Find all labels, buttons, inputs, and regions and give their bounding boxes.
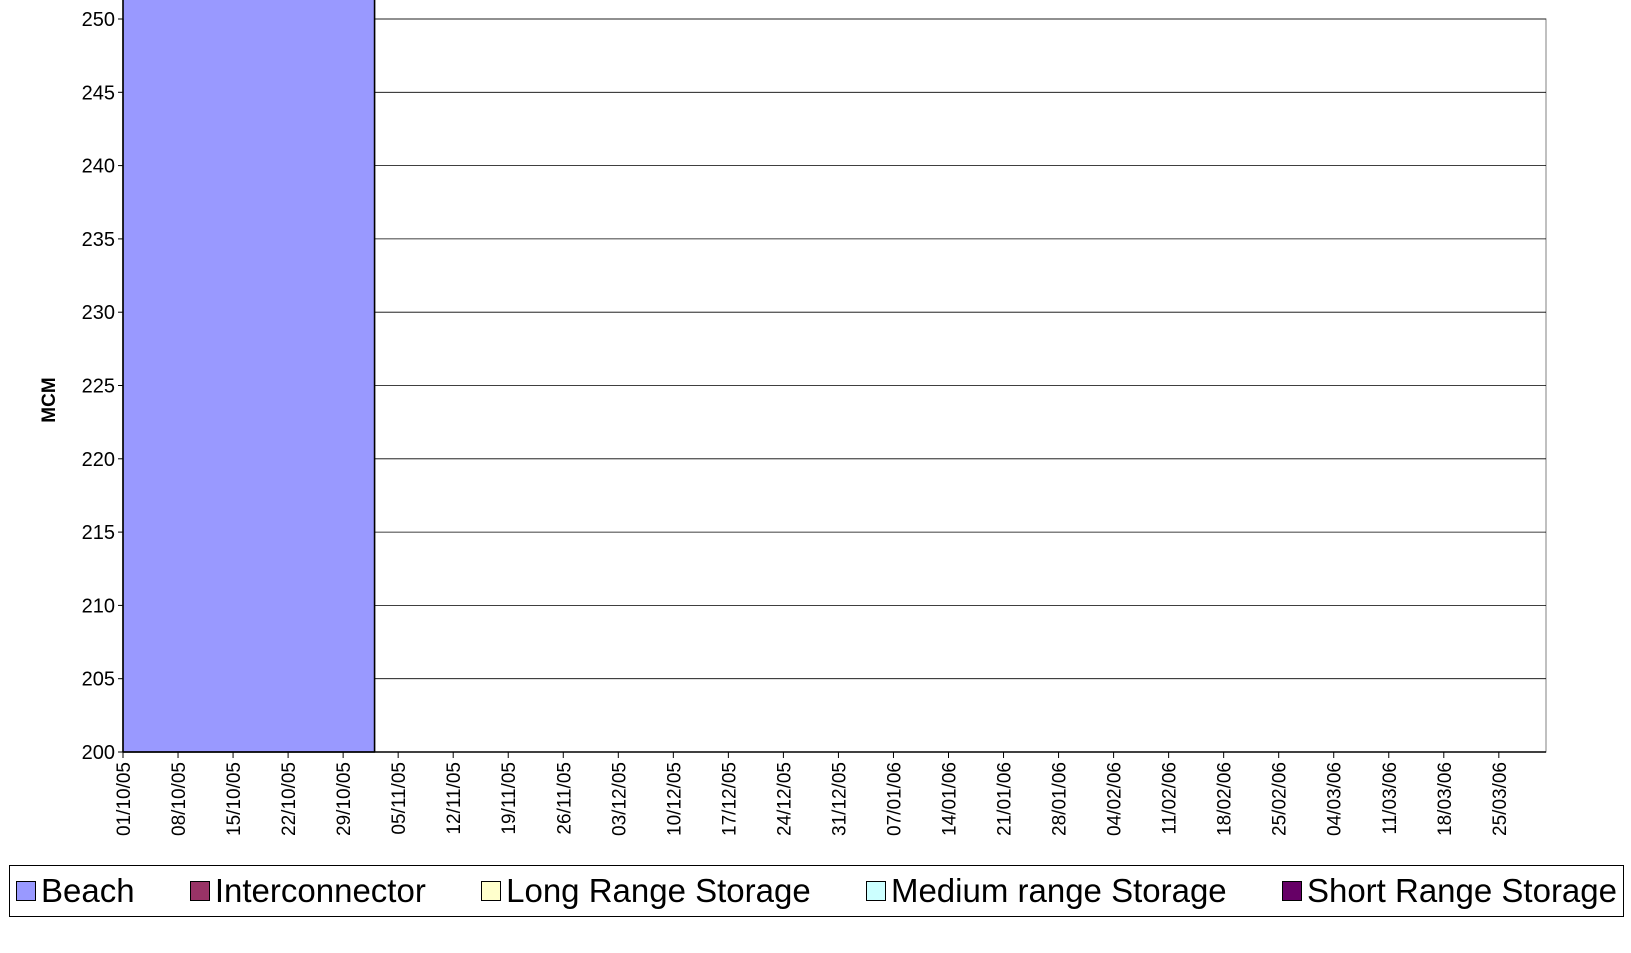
x-tick-label: 04/03/06 <box>1325 762 1346 836</box>
x-tick-label: 31/12/05 <box>829 762 850 836</box>
legend-swatch <box>481 881 502 901</box>
x-tick-label: 28/01/06 <box>1050 762 1071 836</box>
area-beach <box>122 0 376 753</box>
x-tick-label: 03/12/05 <box>609 762 630 836</box>
x-tick-label: 07/01/06 <box>885 762 906 836</box>
y-tick-label: 210 <box>82 595 115 617</box>
x-tick-label: 08/10/05 <box>169 762 190 836</box>
x-tick-label: 01/10/05 <box>114 762 135 836</box>
legend-item-interconnector: Interconnector <box>189 872 426 910</box>
x-tick-label: 11/02/06 <box>1160 762 1181 835</box>
x-tick-label: 18/02/06 <box>1215 762 1236 836</box>
chart-legend: Beach Interconnector Long Range Storage Med… <box>9 865 1624 917</box>
legend-swatch <box>16 881 36 901</box>
x-tick-label: 29/10/05 <box>334 762 355 836</box>
x-tick-labels: 01/10/05 08/10/05 15/10/05 22/10/05 29/10/05… <box>114 762 1511 836</box>
y-tick-label: 200 <box>82 742 115 764</box>
x-tick-label: 22/10/05 <box>279 762 300 836</box>
y-tick-label: 215 <box>82 522 115 544</box>
x-tick-label: 17/12/05 <box>719 762 740 836</box>
legend-swatch <box>189 881 210 901</box>
y-tick-label: 245 <box>82 82 115 104</box>
legend-label: Long Range Storage <box>506 872 811 909</box>
x-tick-label: 18/03/06 <box>1435 762 1456 836</box>
legend-label: Beach <box>41 872 135 909</box>
x-tick-label: 11/03/06 <box>1380 762 1401 835</box>
y-tick-label: 225 <box>82 376 115 398</box>
y-axis-title: MCM <box>39 377 60 422</box>
x-tick-label: 05/11/05 <box>389 762 410 835</box>
legend-item-medium-range-storage: Medium range Storage <box>865 872 1227 910</box>
legend-label: Medium range Storage <box>890 872 1227 909</box>
y-tick-labels: 200 205 210 215 220 225 230 235 240 245 250 <box>82 9 115 764</box>
legend-label: Short Range Storage <box>1306 872 1617 909</box>
x-tick-label: 14/01/06 <box>940 762 961 836</box>
x-tick-label: 19/11/05 <box>499 762 520 835</box>
y-tick-label: 240 <box>82 156 115 178</box>
x-tick-label: 21/01/06 <box>995 762 1016 836</box>
x-tick-label: 10/12/05 <box>664 762 685 836</box>
x-tick-label: 04/02/06 <box>1105 762 1126 836</box>
y-tick-label: 205 <box>82 669 115 691</box>
y-tick-label: 250 <box>82 9 115 31</box>
area-series <box>122 0 376 753</box>
legend-item-long-range-storage: Long Range Storage <box>481 872 811 910</box>
legend-label: Interconnector <box>214 872 426 909</box>
axes <box>118 18 1546 758</box>
legend-item-beach: Beach <box>16 872 135 910</box>
x-tick-label: 12/11/05 <box>444 762 465 835</box>
legend-swatch <box>1281 881 1302 901</box>
x-tick-label: 24/12/05 <box>774 762 795 836</box>
x-tick-label: 25/02/06 <box>1270 762 1291 836</box>
x-tick-label: 15/10/05 <box>224 762 245 836</box>
x-tick-label: 25/03/06 <box>1490 762 1511 836</box>
y-tick-label: 220 <box>82 449 115 471</box>
x-tick-label: 26/11/05 <box>554 762 575 835</box>
legend-swatch <box>865 881 886 901</box>
legend-item-short-range-storage: Short Range Storage <box>1281 872 1617 910</box>
y-tick-label: 235 <box>82 229 115 251</box>
y-tick-label: 230 <box>82 302 115 324</box>
